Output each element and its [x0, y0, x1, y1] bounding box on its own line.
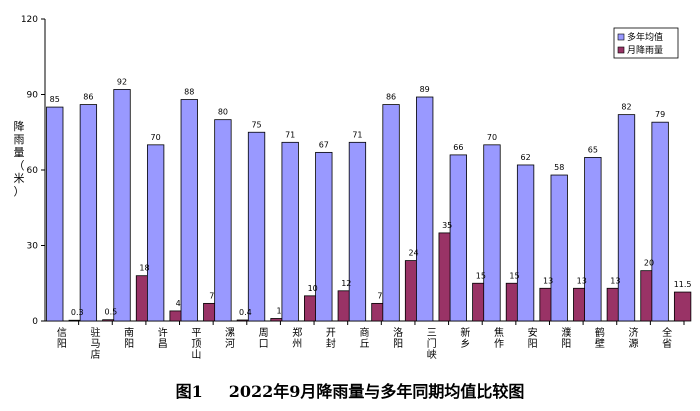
bar-chart: 0 30 60 90 120 85 0.3 86 0.5 92 18 70 4 88 7 80 0.4 75 1 7…	[14, 15, 692, 361]
legend-box	[613, 27, 679, 59]
bar-average	[281, 141, 299, 322]
data-label-monthly: 0.3	[71, 308, 84, 317]
bar-average	[146, 144, 165, 322]
category-label: 焦作	[494, 326, 504, 350]
bar-average	[449, 154, 467, 322]
bar-average	[180, 99, 198, 322]
category-label: 许昌	[158, 327, 168, 350]
category-label: 安阳	[528, 326, 538, 350]
category-label: 驻马店	[90, 326, 100, 361]
data-label-average: 92	[117, 77, 127, 86]
data-label-average: 67	[319, 140, 329, 149]
bars	[46, 89, 692, 322]
bar-average	[483, 144, 501, 322]
data-label-monthly: 10	[308, 284, 318, 293]
category-label: 郑州	[292, 326, 302, 350]
bar-average	[651, 121, 669, 322]
data-label-monthly: 12	[341, 279, 351, 288]
bar-average	[46, 106, 64, 322]
legend-swatch	[617, 46, 625, 54]
legend-entry: 月降雨量	[627, 44, 663, 56]
data-label-average: 71	[285, 130, 295, 139]
data-label-monthly: 11.5	[674, 280, 692, 289]
data-label-monthly: 13	[543, 276, 553, 285]
bar-average	[617, 114, 636, 322]
category-label: 周口	[259, 327, 269, 350]
bar-average	[382, 104, 400, 322]
data-label-average: 80	[218, 108, 228, 117]
category-label: 南阳	[124, 326, 134, 350]
y-tick-label: 90	[27, 91, 39, 101]
category-label: 商丘	[360, 326, 370, 350]
data-label-monthly: 15	[476, 271, 486, 280]
data-label-average: 89	[420, 85, 430, 94]
y-tick-label: 120	[21, 15, 38, 25]
bar-average	[516, 164, 535, 322]
bar-average	[348, 141, 367, 322]
bar-average	[214, 119, 232, 322]
y-tick-label: 60	[27, 166, 39, 176]
data-label-average: 86	[386, 93, 396, 102]
y-tick-label: 0	[32, 317, 38, 327]
bar-average	[584, 157, 602, 322]
data-label-monthly: 4	[176, 299, 181, 308]
bar-average	[79, 104, 98, 322]
data-label-monthly: 24	[408, 249, 418, 258]
data-labels: 85 0.3 86 0.5 92 18 70 4 88 7 80 0.4 75 1 71 10 67 12 71 7 8…	[50, 77, 692, 317]
data-label-monthly: 35	[442, 221, 452, 230]
data-label-average: 79	[655, 110, 665, 119]
data-label-average: 82	[621, 103, 631, 112]
data-label-monthly: 13	[610, 276, 620, 285]
category-label: 濮阳	[561, 326, 571, 350]
data-label-average: 88	[184, 88, 194, 97]
category-label: 平顶山	[191, 328, 201, 361]
category-label: 新乡	[460, 326, 470, 350]
category-label: 鹤壁	[595, 326, 605, 350]
data-label-average: 86	[83, 93, 93, 102]
data-label-monthly: 1	[276, 306, 281, 315]
data-label-monthly: 7	[377, 291, 382, 300]
data-label-monthly: 15	[509, 271, 519, 280]
data-label-average: 70	[487, 133, 497, 142]
bar-average	[315, 151, 333, 322]
data-label-average: 66	[453, 143, 463, 152]
chart-title: 2022年9月降雨量与多年同期均值比较图	[228, 382, 525, 401]
data-label-monthly: 7	[209, 291, 214, 300]
bar-average	[113, 89, 131, 322]
bar-average	[247, 131, 266, 322]
data-label-average: 75	[251, 120, 261, 129]
category-label: 三门峡	[427, 328, 437, 361]
legend-entry: 多年均值	[627, 31, 663, 43]
category-label: 洛阳	[393, 326, 403, 350]
bar-average	[550, 174, 568, 322]
category-label: 漯河	[225, 327, 235, 350]
category-label: 全省	[662, 326, 672, 350]
data-label-monthly: 0.4	[239, 308, 252, 317]
category-label: 开封	[326, 328, 336, 350]
data-label-average: 65	[588, 145, 598, 154]
data-label-average: 70	[151, 133, 161, 142]
y-axis-label: 降雨量（米）	[14, 119, 25, 198]
category-label: 济源	[629, 326, 639, 350]
data-label-average: 62	[520, 153, 530, 162]
data-label-average: 71	[352, 130, 362, 139]
data-label-monthly: 18	[139, 264, 149, 273]
y-tick-label: 30	[27, 242, 39, 252]
data-label-monthly: 20	[644, 259, 654, 268]
chart-caption: 图1 2022年9月降雨量与多年同期均值比较图	[0, 378, 700, 402]
legend-swatch	[617, 33, 625, 41]
figure-number: 图1	[175, 382, 203, 401]
data-label-monthly: 0.5	[105, 308, 118, 317]
data-label-average: 85	[50, 95, 60, 104]
bar-monthly	[673, 291, 692, 322]
data-label-average: 58	[554, 163, 564, 172]
category-label: 信阳	[57, 327, 67, 350]
bar-average	[416, 96, 434, 322]
data-label-monthly: 13	[577, 276, 587, 285]
